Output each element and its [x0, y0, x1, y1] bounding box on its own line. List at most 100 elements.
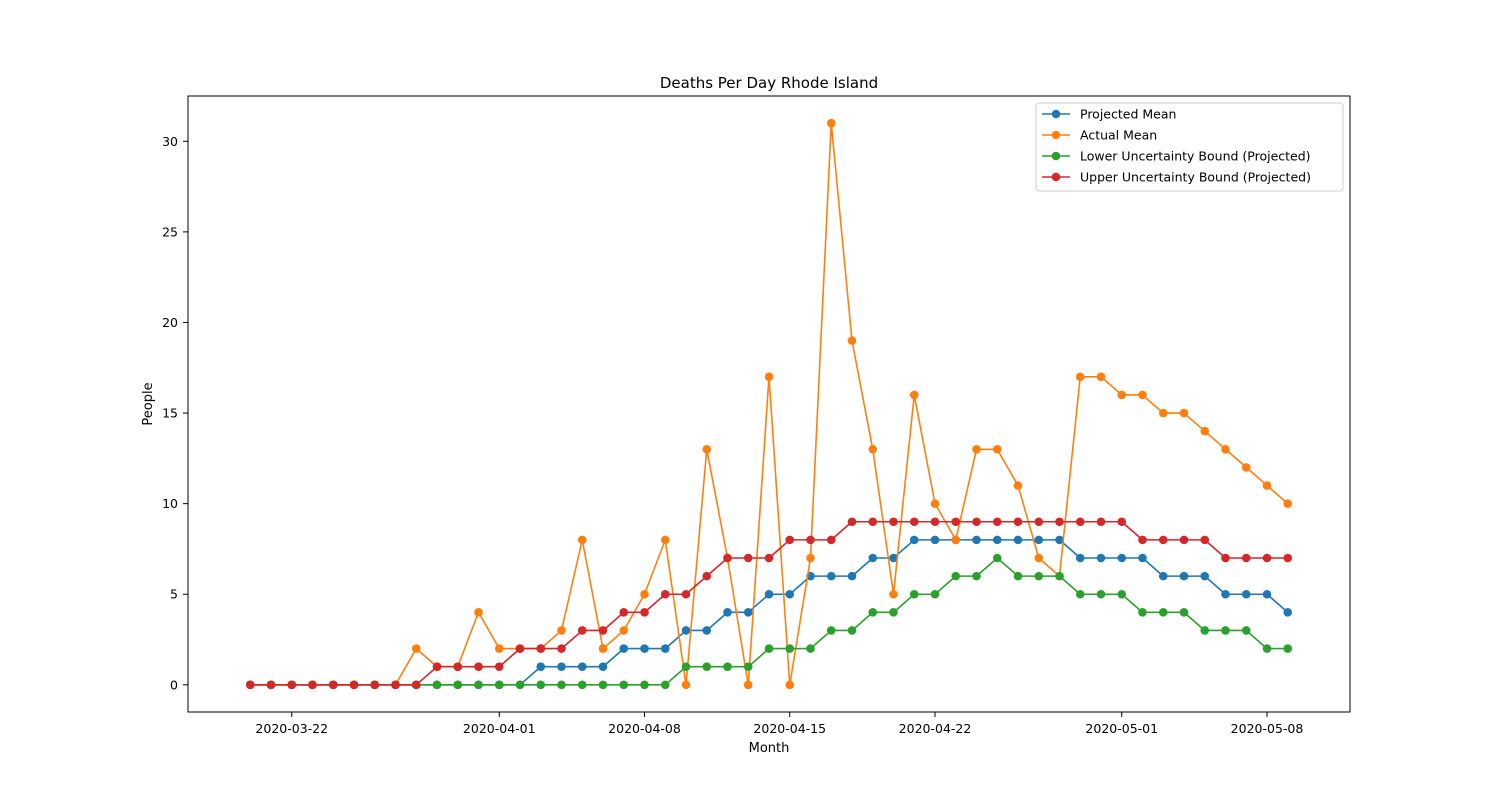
data-point — [826, 118, 836, 128]
data-point — [889, 589, 898, 599]
data-point — [1117, 589, 1127, 599]
data-point — [889, 517, 898, 527]
data-point — [494, 680, 504, 690]
data-point — [474, 680, 483, 690]
data-point — [660, 644, 670, 653]
data-point — [992, 553, 1002, 563]
data-point — [1075, 589, 1085, 599]
data-point — [287, 680, 297, 690]
x-tick-label: 2020-04-01 — [463, 721, 536, 736]
data-point — [806, 644, 815, 653]
data-point — [536, 662, 546, 672]
data-point — [889, 553, 898, 563]
data-point — [598, 662, 608, 672]
series-layer — [245, 118, 1293, 690]
data-point — [909, 589, 919, 599]
data-point — [1158, 408, 1168, 418]
data-point — [1241, 626, 1251, 635]
data-point — [972, 444, 981, 454]
x-axis: 2020-03-22 2020-04-01 2020-04-08 2020-04-15… — [255, 712, 1303, 736]
data-point — [826, 535, 836, 545]
legend-item: Upper Uncertainty Bound (Projected) — [1042, 170, 1311, 185]
data-point — [1241, 553, 1251, 563]
data-point — [785, 589, 795, 599]
data-point — [1179, 408, 1189, 418]
data-point — [1221, 553, 1230, 563]
data-point — [494, 644, 504, 653]
data-point — [1283, 553, 1293, 563]
data-point — [515, 680, 525, 690]
series-3 — [245, 553, 1293, 690]
data-point — [764, 553, 774, 563]
y-axis-label: People — [141, 382, 156, 425]
data-point — [640, 644, 649, 653]
data-point — [1096, 589, 1106, 599]
chart-title: Deaths Per Day Rhode Island — [660, 74, 878, 92]
data-point — [1241, 589, 1251, 599]
data-point — [536, 644, 546, 653]
y-tick-label: 10 — [162, 496, 178, 511]
y-tick-label: 0 — [170, 677, 178, 692]
data-point — [660, 589, 670, 599]
data-point — [972, 517, 981, 527]
data-point — [1075, 553, 1085, 563]
x-tick-label: 2020-05-08 — [1231, 721, 1304, 736]
data-point — [702, 571, 712, 581]
data-point — [1034, 535, 1044, 545]
data-point — [702, 662, 712, 672]
data-point — [1117, 553, 1127, 563]
series-line — [250, 122, 1289, 686]
data-point — [992, 535, 1002, 545]
data-point — [1241, 463, 1251, 472]
data-point — [660, 535, 670, 545]
data-point — [868, 444, 878, 454]
data-point — [909, 517, 919, 527]
data-point — [1179, 571, 1189, 581]
data-point — [868, 553, 878, 563]
data-point — [785, 644, 795, 653]
data-point — [1075, 372, 1085, 382]
data-point — [930, 589, 940, 599]
data-point — [847, 571, 857, 581]
data-point — [1221, 444, 1230, 454]
data-point — [1200, 426, 1210, 436]
data-point — [1075, 517, 1085, 527]
data-point — [328, 680, 338, 690]
data-point — [453, 662, 463, 672]
data-point — [743, 608, 753, 617]
data-point — [245, 680, 255, 690]
legend: Projected Mean Actual Mean Lower Uncertain… — [1035, 102, 1344, 192]
legend-label: Upper Uncertainty Bound (Projected) — [1080, 170, 1311, 185]
data-point — [702, 444, 712, 454]
data-point — [847, 336, 857, 345]
data-point — [743, 680, 753, 690]
data-point — [1138, 535, 1147, 545]
x-axis-label: Month — [749, 741, 790, 756]
data-point — [972, 571, 981, 581]
data-point — [992, 517, 1002, 527]
data-point — [474, 608, 483, 617]
data-point — [619, 680, 629, 690]
data-point — [1096, 553, 1106, 563]
data-point — [349, 680, 359, 690]
data-point — [889, 608, 898, 617]
data-point — [598, 644, 608, 653]
data-point — [370, 680, 380, 690]
y-tick-label: 20 — [162, 315, 178, 330]
data-point — [1034, 571, 1044, 581]
data-point — [1200, 535, 1210, 545]
y-tick-label: 15 — [162, 406, 178, 421]
data-point — [806, 535, 815, 545]
data-point — [557, 680, 566, 690]
data-point — [1055, 535, 1064, 545]
legend-item: Actual Mean — [1042, 128, 1157, 143]
data-point — [619, 644, 629, 653]
data-point — [806, 553, 815, 563]
data-point — [702, 626, 712, 635]
data-point — [743, 553, 753, 563]
data-point — [1158, 608, 1168, 617]
legend-item: Projected Mean — [1042, 107, 1176, 122]
data-point — [640, 680, 649, 690]
x-tick-label: 2020-05-01 — [1085, 721, 1158, 736]
data-point — [992, 444, 1002, 454]
